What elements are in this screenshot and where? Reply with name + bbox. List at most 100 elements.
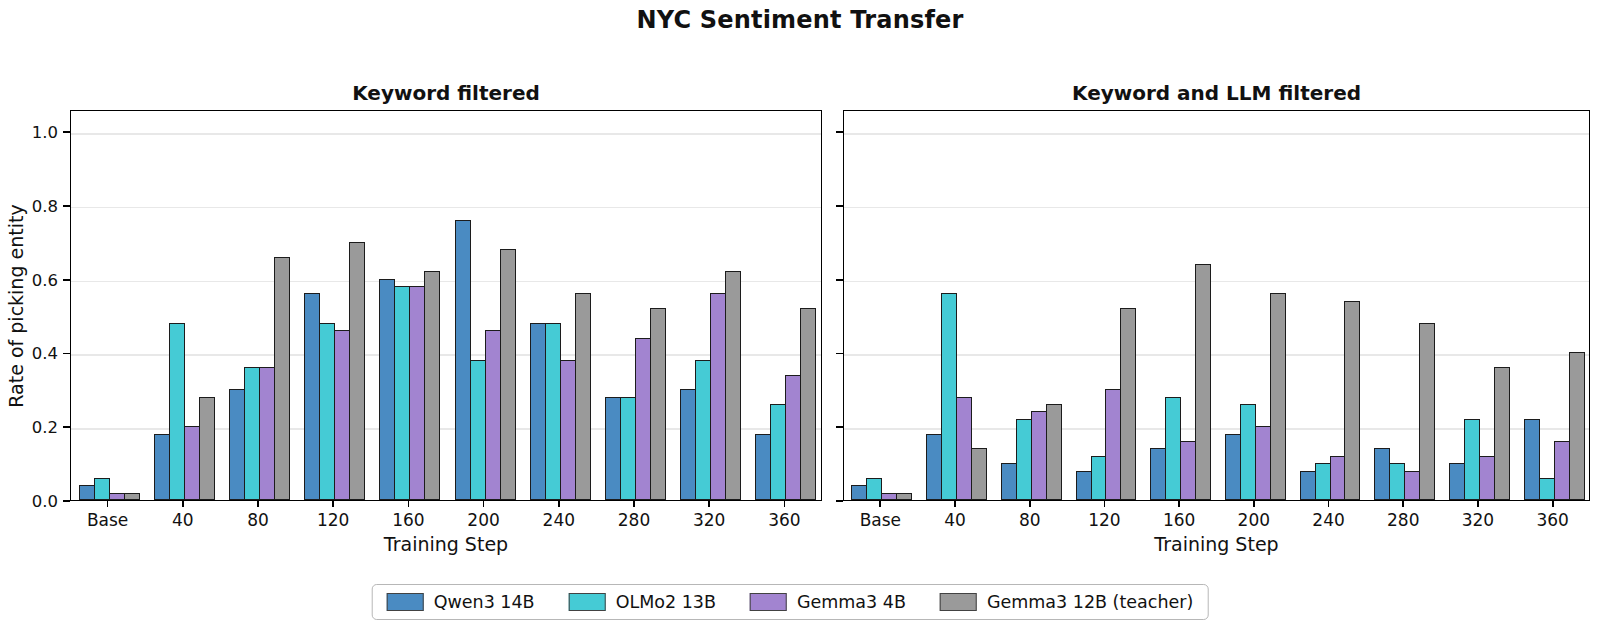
bar-gemma3-4b [1031,411,1047,500]
bar-olmo2-13b [394,286,410,500]
x-tick [182,501,184,507]
x-axis-label: Training Step [384,533,508,555]
bar-gemma3-12b-teacher- [1419,323,1435,500]
grid-line [844,207,1589,209]
x-tick-label: 160 [1163,510,1195,530]
y-tick [63,426,70,428]
x-tick-label: 120 [317,510,349,530]
x-tick-label: 160 [392,510,424,530]
bar-olmo2-13b [1016,419,1032,500]
bar-gemma3-4b [1404,471,1420,501]
x-tick [879,501,881,507]
x-axis-label: Training Step [1154,533,1278,555]
subplot-title: Keyword and LLM filtered [1072,81,1361,105]
y-tick [63,205,70,207]
y-tick-label: 0.8 [22,196,58,215]
legend-entry: OLMo2 13B [569,592,716,612]
x-tick-label: 280 [618,510,650,530]
y-tick [836,500,843,502]
x-tick-label: 80 [1019,510,1041,530]
plot-area [843,110,1590,501]
bar-qwen3-14b [851,485,867,500]
x-tick-label: 280 [1387,510,1419,530]
x-tick-label: Base [860,510,901,530]
x-tick [708,501,710,507]
x-tick [107,501,109,507]
x-tick-label: 360 [768,510,800,530]
bar-gemma3-12b-teacher- [575,293,591,500]
x-tick-label: Base [87,510,128,530]
x-tick [483,501,485,507]
bar-qwen3-14b [1076,471,1092,501]
bar-gemma3-4b [1479,456,1495,500]
legend-swatch [750,593,787,611]
x-tick [1253,501,1255,507]
bar-gemma3-12b-teacher- [1569,352,1585,500]
bar-olmo2-13b [620,397,636,500]
bar-gemma3-4b [184,426,200,500]
legend-label: Gemma3 12B (teacher) [987,592,1193,612]
x-tick-label: 120 [1088,510,1120,530]
bar-qwen3-14b [304,293,320,500]
bar-olmo2-13b [695,360,711,500]
bar-olmo2-13b [1464,419,1480,500]
x-tick-label: 320 [693,510,725,530]
bar-qwen3-14b [79,485,95,500]
bar-gemma3-4b [109,493,125,500]
x-tick [1552,501,1554,507]
bar-olmo2-13b [1165,397,1181,500]
bar-gemma3-4b [1105,389,1121,500]
x-tick [1029,501,1031,507]
legend-label: Qwen3 14B [434,592,535,612]
bar-gemma3-12b-teacher- [1120,308,1136,500]
bar-gemma3-12b-teacher- [424,271,440,500]
x-tick [784,501,786,507]
bar-gemma3-4b [259,367,275,500]
bar-gemma3-12b-teacher- [199,397,215,500]
grid-line [71,207,821,209]
bar-gemma3-12b-teacher- [800,308,816,500]
bar-olmo2-13b [319,323,335,500]
bar-olmo2-13b [545,323,561,500]
bar-gemma3-12b-teacher- [124,493,140,500]
bar-gemma3-12b-teacher- [500,249,516,500]
bar-olmo2-13b [244,367,260,500]
bar-gemma3-12b-teacher- [1494,367,1510,500]
y-tick [836,205,843,207]
bar-gemma3-12b-teacher- [274,257,290,500]
grid-line [844,133,1589,135]
bar-gemma3-4b [956,397,972,500]
bar-gemma3-4b [560,360,576,500]
x-tick [408,501,410,507]
x-tick-label: 40 [944,510,966,530]
bar-qwen3-14b [1001,463,1017,500]
bar-gemma3-12b-teacher- [1046,404,1062,500]
x-tick [633,501,635,507]
y-tick [836,279,843,281]
bar-gemma3-4b [710,293,726,500]
y-tick-label: 0.4 [22,344,58,363]
x-tick [1328,501,1330,507]
x-tick [332,501,334,507]
bar-gemma3-4b [1255,426,1271,500]
bar-qwen3-14b [530,323,546,500]
bar-gemma3-12b-teacher- [896,493,912,500]
bar-olmo2-13b [1240,404,1256,500]
grid-line [71,133,821,135]
bar-gemma3-12b-teacher- [725,271,741,500]
y-tick-label: 1.0 [22,123,58,142]
bar-gemma3-4b [1554,441,1570,500]
bar-gemma3-12b-teacher- [1195,264,1211,500]
bar-qwen3-14b [926,434,942,500]
bar-qwen3-14b [379,279,395,500]
x-tick-label: 360 [1536,510,1568,530]
x-tick [1477,501,1479,507]
bar-gemma3-4b [785,375,801,500]
bar-gemma3-12b-teacher- [1344,301,1360,500]
bar-gemma3-12b-teacher- [650,308,666,500]
subplot-title: Keyword filtered [352,81,540,105]
bar-qwen3-14b [1374,448,1390,500]
y-tick [63,131,70,133]
bar-olmo2-13b [94,478,110,500]
bar-qwen3-14b [455,220,471,500]
